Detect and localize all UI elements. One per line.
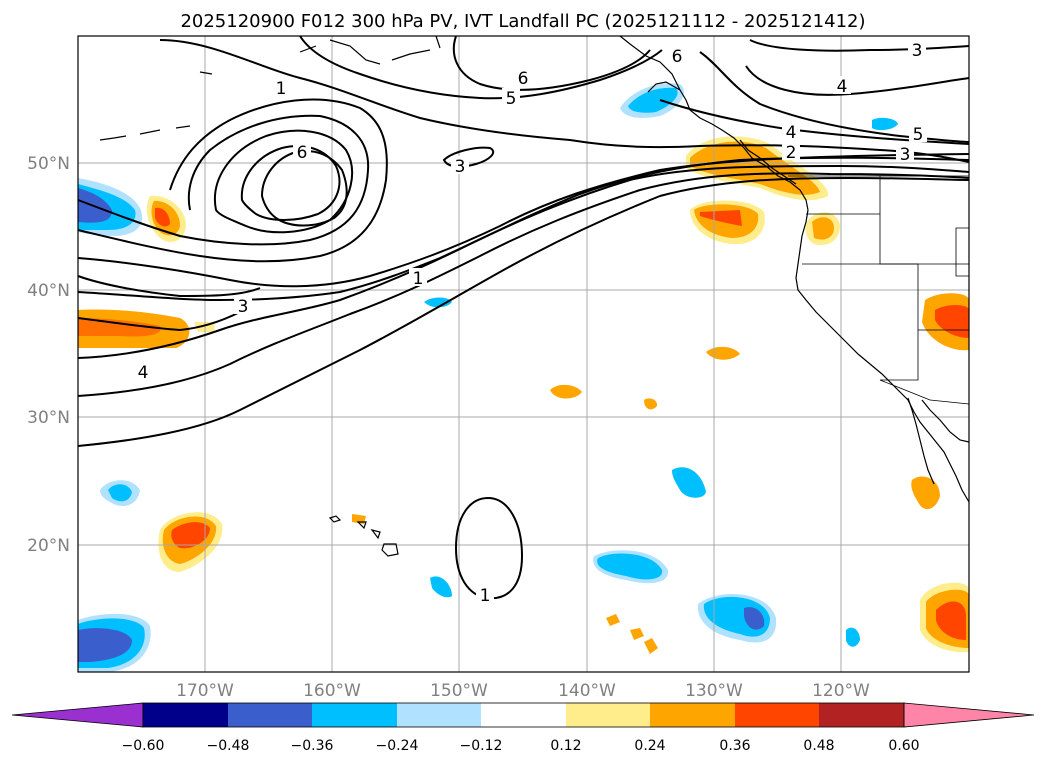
contour-label-6: 6: [297, 143, 308, 163]
contour-label-3: 3: [912, 41, 923, 61]
colorbar-segment: [735, 703, 819, 727]
map-title: 2025120900 F012 300 hPa PV, IVT Landfall…: [180, 11, 865, 32]
colorbar-segment: [397, 703, 481, 727]
colorbar-segment: [228, 703, 312, 727]
contour-label-5: 5: [506, 89, 517, 109]
political-borders: [788, 175, 970, 405]
contour-labels: 1 1 1 2 3 3 3 3 4 4 4 5 5 6: [134, 40, 927, 606]
pv-contours: [77, 35, 970, 600]
lat-label: 30°N: [27, 408, 70, 428]
lon-label: 150°W: [430, 681, 488, 701]
colorbar-tick-label: 0.24: [634, 738, 665, 754]
contour-label-5: 5: [913, 125, 924, 145]
colorbar-tick-label: 0.48: [803, 738, 834, 754]
colorbar-frame: [142, 702, 905, 728]
colorbar-segment: [312, 703, 397, 727]
lon-label: 170°W: [176, 681, 234, 701]
contour-label-3: 3: [238, 297, 249, 317]
colorbar-extend-low: [11, 702, 144, 728]
colorbar-tick-label: −0.48: [207, 738, 250, 754]
colorbar: [11, 702, 1035, 728]
lon-label: 130°W: [685, 681, 743, 701]
contour-label-3: 3: [900, 145, 911, 165]
gridlines: [78, 36, 969, 672]
contour-label-6: 6: [518, 69, 529, 89]
colorbar-segment: [650, 703, 735, 727]
contour-label-1: 1: [480, 586, 491, 606]
lat-label: 50°N: [27, 154, 70, 174]
contour-label-4: 4: [138, 363, 149, 383]
colorbar-segment: [143, 703, 228, 727]
lon-label: 160°W: [303, 681, 361, 701]
lat-label: 20°N: [27, 536, 70, 556]
contour-label-1: 1: [276, 79, 287, 99]
colorbar-tick-label: 0.12: [550, 738, 581, 754]
colorbar-segment: [566, 703, 650, 727]
colorbar-tick-label: −0.12: [460, 738, 503, 754]
colorbar-tick-label: −0.36: [291, 738, 334, 754]
colorbar-segment: [819, 703, 904, 727]
colorbar-tick-label: −0.24: [376, 738, 419, 754]
contour-label-4: 4: [786, 123, 797, 143]
colorbar-tick-label: 0.36: [719, 738, 750, 754]
colorbar-tick-label: −0.60: [122, 738, 165, 754]
lon-axis-labels: 170°W 160°W 150°W 140°W 130°W 120°W: [176, 681, 870, 701]
lat-label: 40°N: [27, 281, 70, 301]
map-frame: [77, 35, 970, 673]
contour-label-6: 6: [672, 47, 683, 67]
lon-label: 140°W: [558, 681, 616, 701]
colorbar-extend-high: [903, 702, 1035, 728]
lat-axis-labels: 50°N 40°N 30°N 20°N: [27, 154, 70, 556]
blob-dark-blue: [78, 188, 112, 223]
coastlines: [99, 35, 970, 557]
contour-label-3: 3: [455, 157, 466, 177]
contour-label-4: 4: [837, 77, 848, 97]
colorbar-ticks: −0.60 −0.48 −0.36 −0.24 −0.12 0.12 0.24 …: [122, 738, 920, 754]
colorbar-segment: [481, 703, 566, 727]
contour-label-2: 2: [786, 143, 797, 163]
map-panel: 1 1 1 2 3 3 3 3 4 4 4 5 5 6: [77, 35, 970, 673]
map-background: [78, 36, 969, 672]
contour-label-1: 1: [413, 269, 424, 289]
colorbar-tick-label: 0.60: [888, 738, 919, 754]
lon-label: 120°W: [812, 681, 870, 701]
